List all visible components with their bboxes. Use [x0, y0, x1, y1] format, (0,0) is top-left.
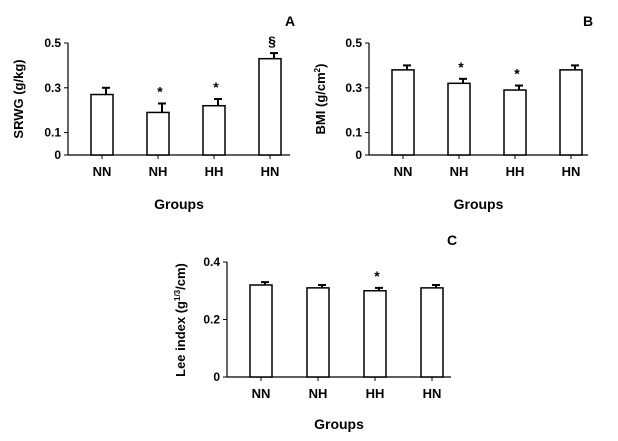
bar-NN	[249, 284, 273, 378]
panel-label: C	[447, 232, 457, 248]
chart-panel-C: 0 0.2 0.4 NN NH HH * HN Groups Lee index (g1/3/cm…	[173, 232, 457, 432]
panel-label: A	[285, 13, 295, 29]
chart-panel-A: 0 0.1 0.3 0.5 NN NH * HH * HN § Groups SRWG (g/kg) A	[11, 13, 295, 212]
category-label: NN	[394, 164, 413, 179]
bar-NN	[391, 69, 415, 156]
y-tick-label: 0	[54, 148, 61, 162]
y-axis-label-main: BMI (g/cm	[313, 72, 328, 134]
category-label: NH	[309, 386, 328, 401]
y-axis-label-tail: )	[313, 64, 328, 68]
significance-marker: *	[213, 79, 219, 95]
category-label: NH	[149, 164, 168, 179]
significance-marker: *	[458, 59, 464, 75]
category-label: NH	[450, 164, 469, 179]
bar-HN	[258, 57, 282, 156]
y-axis-label-superscript: 2	[313, 67, 322, 72]
x-axis-label: Groups	[454, 196, 504, 212]
significance-marker: *	[374, 268, 380, 284]
bar-NH	[447, 82, 471, 156]
bar-HH	[503, 89, 527, 156]
y-tick-label: 0.5	[345, 36, 362, 50]
category-label: HN	[562, 164, 581, 179]
bar-HH	[363, 290, 387, 378]
category-label: HH	[205, 164, 224, 179]
x-axis-label: Groups	[154, 196, 204, 212]
y-axis-label: Lee index (g1/3/cm)	[173, 263, 188, 377]
y-tick-label: 0.1	[44, 126, 61, 140]
y-tick-label: 0.3	[44, 81, 61, 95]
y-axis-label: BMI (g/cm2)	[313, 64, 328, 135]
bar-HN	[420, 287, 444, 378]
y-tick-label: 0	[213, 370, 220, 384]
category-label: HN	[261, 164, 280, 179]
y-tick-label: 0.3	[345, 81, 362, 95]
y-axis-label-superscript: 1/3	[173, 289, 182, 301]
bar-NH	[306, 287, 330, 378]
category-label: NN	[252, 386, 271, 401]
y-axis-label: SRWG (g/kg)	[11, 59, 26, 138]
bar-NN	[90, 93, 114, 156]
y-tick-label: 0.2	[203, 313, 220, 327]
y-axis-label-main: SRWG (g/kg)	[11, 59, 26, 138]
bar-HH	[202, 104, 226, 156]
category-label: NN	[93, 164, 112, 179]
significance-marker: *	[157, 83, 163, 99]
panel-label: B	[583, 13, 593, 29]
category-label: HH	[506, 164, 525, 179]
y-axis-label-tail: /cm)	[173, 263, 188, 290]
y-tick-label: 0.4	[203, 255, 220, 269]
bar-NH	[146, 111, 170, 156]
significance-marker: *	[514, 66, 520, 82]
significance-marker: §	[268, 33, 276, 49]
y-tick-label: 0	[355, 148, 362, 162]
x-axis-label: Groups	[314, 416, 364, 432]
category-label: HH	[366, 386, 385, 401]
y-axis-label-main: Lee index (g	[173, 301, 188, 377]
y-tick-label: 0.5	[44, 36, 61, 50]
category-label: HN	[423, 386, 442, 401]
bar-HN	[559, 69, 583, 156]
chart-panel-B: 0 0.1 0.3 0.5 NN NH * HH * HN Groups BMI (g/cm2) B	[313, 13, 593, 212]
y-tick-label: 0.1	[345, 126, 362, 140]
